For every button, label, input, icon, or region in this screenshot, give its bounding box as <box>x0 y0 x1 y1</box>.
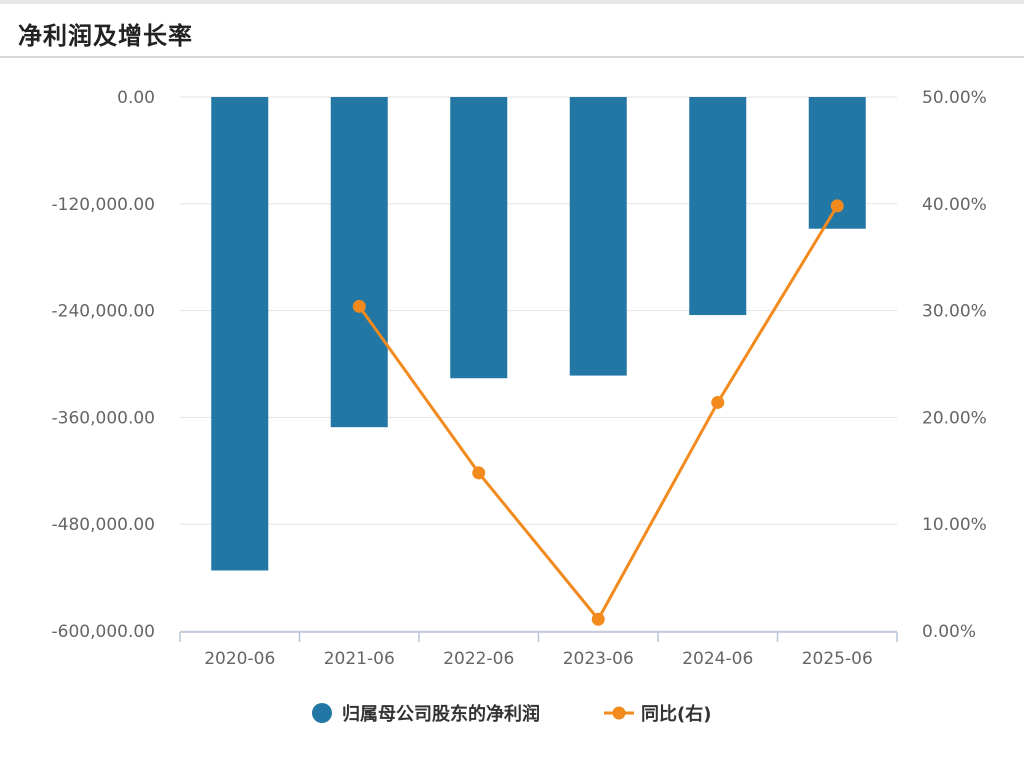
line-point[interactable] <box>591 612 605 626</box>
legend-line-marker <box>612 706 626 720</box>
right-tick-label: 40.00% <box>922 195 987 215</box>
left-tick-label: -360,000.00 <box>52 408 155 428</box>
bar[interactable] <box>211 97 269 571</box>
top-strip <box>0 0 1024 4</box>
gridlines <box>180 96 897 632</box>
right-tick-label: 30.00% <box>922 302 987 322</box>
x-tick-label: 2020-06 <box>204 649 275 669</box>
chart-title: 净利润及增长率 <box>18 22 193 50</box>
axes: 0.00 50.00% -120,000.00 40.00% -240,000.00 30… <box>52 88 987 669</box>
legend-line-label[interactable]: 同比(右) <box>641 703 711 725</box>
x-tick-label: 2023-06 <box>563 649 634 669</box>
x-tick-label: 2024-06 <box>682 649 753 669</box>
left-tick-label: -600,000.00 <box>52 622 155 642</box>
bar-series <box>211 97 866 571</box>
x-tick-label: 2022-06 <box>443 649 514 669</box>
legend-bar-icon <box>312 703 332 723</box>
x-tick-label: 2025-06 <box>802 649 873 669</box>
bar[interactable] <box>330 97 388 428</box>
line-point[interactable] <box>352 299 366 313</box>
bar[interactable] <box>450 97 508 379</box>
left-tick-label: -240,000.00 <box>52 302 155 322</box>
right-tick-label: 10.00% <box>922 515 987 535</box>
left-tick-label: -120,000.00 <box>52 195 155 215</box>
line-point[interactable] <box>472 466 486 480</box>
right-tick-label: 20.00% <box>922 408 987 428</box>
bar[interactable] <box>689 97 747 316</box>
bar[interactable] <box>569 97 627 376</box>
left-tick-label: -480,000.00 <box>52 515 155 535</box>
right-tick-label: 0.00% <box>922 622 976 642</box>
legend[interactable]: 归属母公司股东的净利润 同比(右) <box>312 703 711 725</box>
x-tick-label: 2021-06 <box>324 649 395 669</box>
line-series <box>352 199 844 626</box>
right-tick-label: 50.00% <box>922 88 987 108</box>
left-tick-label: 0.00 <box>117 88 155 108</box>
chart-header: 净利润及增长率 <box>0 4 1024 58</box>
line-point[interactable] <box>830 199 844 213</box>
line-point[interactable] <box>711 395 725 409</box>
legend-bar-label[interactable]: 归属母公司股东的净利润 <box>342 703 540 725</box>
